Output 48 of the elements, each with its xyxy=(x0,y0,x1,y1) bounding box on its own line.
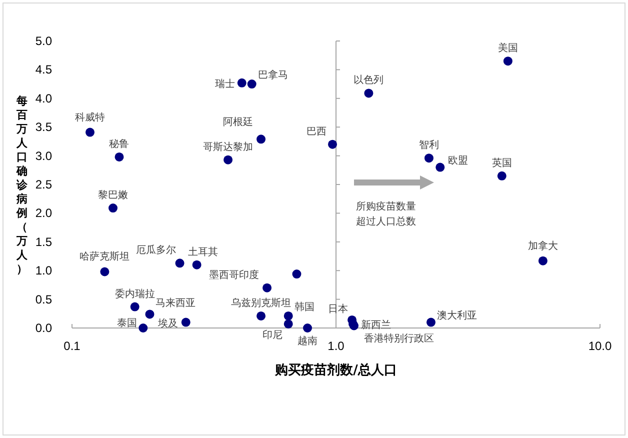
y-tick-label: 3.0 xyxy=(35,148,52,163)
annotation: 厄瓜多尔 xyxy=(136,244,176,256)
x-tick-label: 0.1 xyxy=(64,339,81,353)
y-tick-label: 5.0 xyxy=(35,34,52,48)
y-tick-label: 3.5 xyxy=(35,120,52,134)
annotation: 秘鲁 xyxy=(109,138,130,150)
annotation: 超过人口总数 xyxy=(356,216,416,228)
annotation: 委内瑞拉 xyxy=(114,288,155,300)
annotation: 新西兰 xyxy=(361,318,392,331)
annotation: 智利 xyxy=(418,139,439,152)
y-tick-label: 1.5 xyxy=(35,234,52,249)
annotation: 澳大利亚 xyxy=(436,309,477,322)
annotation: 瑞士 xyxy=(214,78,235,90)
annotation: 美国 xyxy=(498,42,518,54)
annotation: 阿根廷 xyxy=(223,116,254,128)
text: 每百万人口确诊病例（万人） xyxy=(16,94,28,276)
annotation: 加拿大 xyxy=(528,240,558,252)
annotation: 科威特 xyxy=(75,111,105,124)
annotation: 巴西 xyxy=(306,126,327,138)
annotation: 墨西哥印度 xyxy=(209,268,260,281)
y-tick-label: 0.0 xyxy=(35,321,52,335)
annotation: 英国 xyxy=(492,156,512,169)
x-tick-label: 1.0 xyxy=(328,339,345,353)
y-tick-label: 4.5 xyxy=(35,62,52,77)
annotation: 埃及 xyxy=(156,317,178,330)
annotation: 以色列 xyxy=(354,74,384,86)
annotation: 马来西亚 xyxy=(156,297,196,310)
annotation: 泰国 xyxy=(117,318,138,329)
x-tick-label: 10.0 xyxy=(588,339,612,353)
y-tick-label: 1.0 xyxy=(35,264,52,278)
annotation: 巴拿马 xyxy=(258,69,288,82)
annotation: 韩国 xyxy=(294,300,314,313)
annotation: 哥斯达黎加 xyxy=(203,140,254,153)
annotation: 所购疫苗数量 xyxy=(356,200,416,212)
y-tick-label: 0.5 xyxy=(35,292,52,306)
annotation: 哈萨克斯坦 xyxy=(80,250,130,263)
annotation: 欧盟 xyxy=(448,154,468,166)
annotation: 黎巴嫩 xyxy=(98,189,128,202)
y-tick-label: 4.0 xyxy=(35,91,52,106)
annotation: 印尼 xyxy=(262,328,282,341)
y-tick-label: 2.5 xyxy=(35,178,52,192)
annotation: 越南 xyxy=(298,335,318,347)
annotation: 日本 xyxy=(328,302,348,315)
x-axis-title: 购买疫苗剂数/总人口 xyxy=(274,362,397,378)
y-tick-label: 2.0 xyxy=(35,206,52,220)
annotation: 乌兹别克斯坦 xyxy=(231,296,292,309)
annotation: 土耳其 xyxy=(188,246,218,258)
annotation: 香港特别行政区 xyxy=(364,332,434,345)
